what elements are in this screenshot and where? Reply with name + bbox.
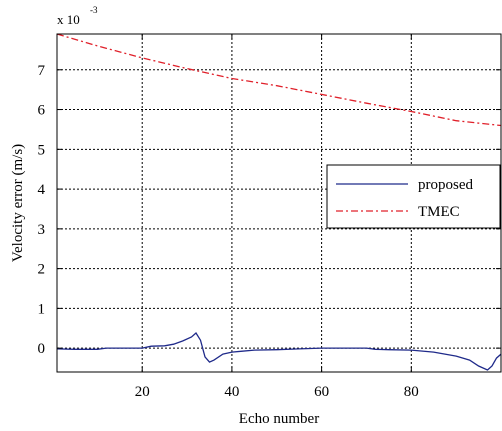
y-tick-label: 0 — [38, 341, 46, 357]
tick-labels: 20 40 60 80 0 1 2 3 4 5 6 7 — [38, 63, 419, 400]
tick-marks — [57, 34, 501, 372]
grid — [57, 34, 501, 372]
x-tick-label: 60 — [314, 384, 329, 400]
y-tick-label: 4 — [38, 182, 46, 198]
y-axis-label: Velocity error (m/s) — [10, 144, 26, 262]
y-scale-exponent: -3 — [90, 5, 98, 15]
x-tick-label: 20 — [135, 384, 150, 400]
x-tick-label: 80 — [404, 384, 419, 400]
series-layer — [56, 33, 502, 371]
series-line-tmec — [56, 33, 502, 127]
y-tick-label: 3 — [38, 222, 46, 238]
legend-label-tmec: TMEC — [418, 204, 460, 220]
legend-box — [326, 164, 501, 229]
y-tick-label: 7 — [38, 63, 46, 79]
y-tick-label: 5 — [38, 142, 46, 158]
legend-label-proposed: proposed — [418, 177, 473, 193]
legend: proposed TMEC — [326, 164, 501, 229]
x-tick-label: 40 — [224, 384, 239, 400]
axes-box — [56, 33, 502, 373]
y-tick-label: 2 — [38, 262, 46, 278]
y-scale-base: x 10 — [57, 12, 80, 27]
x-axis-label: Echo number — [239, 411, 319, 427]
series-line-proposed — [56, 332, 502, 371]
y-tick-label: 6 — [38, 103, 46, 119]
y-tick-label: 1 — [38, 301, 46, 317]
